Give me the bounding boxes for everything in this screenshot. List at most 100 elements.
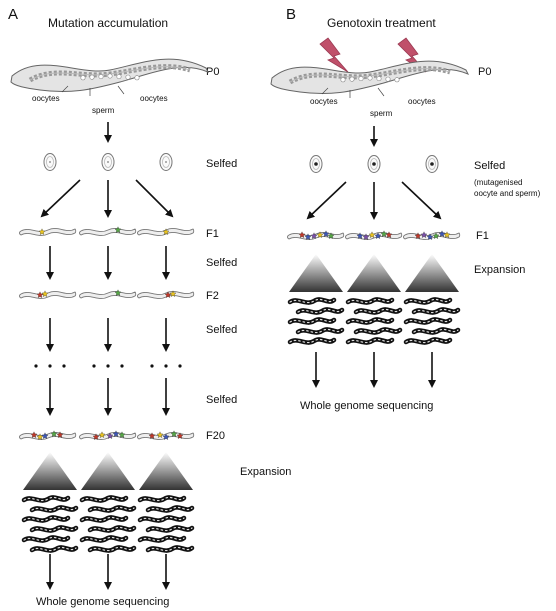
panel-a-ellipsis-dot (120, 364, 124, 368)
mutation-star (169, 290, 177, 297)
panel-b-f1-worm-3 (403, 230, 461, 241)
panel-b-letter: B (286, 6, 297, 23)
progeny-worm-spots (147, 546, 193, 552)
panel-a-f2-worm-1 (19, 290, 77, 300)
progeny-worm-spots (139, 516, 185, 522)
mutation-star (420, 231, 428, 238)
panel-a-egg-1-inner (46, 156, 54, 168)
p0-oocyte (98, 74, 104, 80)
panel-b-selfed-note-1: (mutagenised (474, 178, 523, 187)
mutation-star (170, 430, 178, 437)
mutation-star (30, 431, 38, 438)
panel-b-egg-1-inner (312, 158, 320, 170)
worm-body (79, 227, 137, 237)
worm-body (79, 431, 137, 441)
mutation-star (414, 232, 422, 239)
mutation-star (41, 290, 49, 297)
mutation-star (438, 230, 446, 237)
worm-body (19, 290, 77, 300)
panel-a-expansion-triangle-3 (139, 452, 193, 490)
panel-b-expansion-triangle-3 (405, 254, 459, 292)
mutation-star (118, 431, 126, 438)
mutation-star (432, 232, 440, 239)
panel-a-f2-worm-3 (137, 290, 195, 300)
p0-oocyte (89, 74, 95, 80)
panel-a-p0-label: P0 (206, 66, 220, 78)
progeny-worm-spots (289, 338, 335, 344)
panel-a-arrow-egg-f1-right (135, 179, 174, 218)
mutation-star (36, 291, 44, 298)
p0-oocyte (385, 76, 391, 82)
mutation-star (356, 232, 364, 239)
p0-oocyte (394, 77, 400, 83)
progeny-worm-spots (405, 338, 451, 344)
progeny-worm-spots (347, 298, 393, 304)
mutation-star (92, 433, 100, 440)
panel-b-lightning-left (319, 37, 349, 73)
panel-a-title: Mutation accumulation (48, 16, 169, 30)
panel-a-f1-worm-1 (19, 227, 77, 237)
worm-body (79, 290, 137, 300)
mutation-star (41, 432, 49, 439)
panel-a-f20-worm-3 (137, 430, 195, 441)
mutation-star (368, 231, 376, 238)
panel-a-f20-worm-2 (79, 430, 137, 441)
mutation-star (362, 233, 370, 240)
panel-a-letter: A (8, 6, 19, 23)
p0-oocyte (367, 75, 373, 81)
panel-b-oocytes-right-label: oocytes (408, 97, 436, 106)
mutation-star (156, 431, 164, 438)
progeny-worm-spots (31, 546, 77, 552)
mutation-star (298, 231, 306, 238)
progeny-worm-spots (297, 328, 343, 334)
panel-b-selfed-label: Selfed (474, 160, 506, 172)
progeny-worm-spots (355, 308, 401, 314)
panel-b-sperm-label: sperm (370, 109, 393, 118)
panel-a-egg-3-inner (162, 156, 170, 168)
progeny-worm-spots (23, 496, 69, 502)
panel-a-selfed-4: Selfed (206, 394, 238, 406)
panel-a-f2-label: F2 (206, 290, 219, 302)
p0-oocyte (116, 74, 122, 80)
progeny-worm-spots (81, 516, 127, 522)
mutation-star (148, 432, 156, 439)
progeny-worm-spots (289, 298, 335, 304)
mutation-star (112, 430, 120, 437)
progeny-worm-spots (139, 536, 185, 542)
p0-pointer-lines (61, 85, 125, 96)
panel-b-title: Genotoxin treatment (327, 16, 436, 30)
panel-a-ellipsis-dot (178, 364, 182, 368)
mutation-star (114, 289, 122, 296)
panel-b-arrow-egg-f1-left (306, 181, 347, 220)
mutation-star (162, 433, 170, 440)
panel-a-expansion-label: Expansion (240, 466, 292, 478)
worm-body (19, 431, 77, 441)
progeny-worm-spots (81, 536, 127, 542)
panel-a-ellipsis-dot (48, 364, 52, 368)
mutation-star (304, 233, 312, 240)
panel-a-f20-worm-1 (19, 430, 77, 441)
panel-b-progeny-3 (403, 297, 461, 345)
progeny-worm-spots (31, 526, 77, 532)
mutation-star (316, 231, 324, 238)
mutation-star (38, 228, 46, 235)
progeny-worm-spots (355, 328, 401, 334)
worm-body (19, 227, 77, 237)
panel-a-expansion-triangle-2 (81, 452, 135, 490)
panel-a-p0-worm (10, 58, 210, 96)
mutation-star (164, 291, 172, 298)
panel-a-progeny-3 (137, 495, 195, 553)
progeny-worm-spots (23, 516, 69, 522)
progeny-worm-spots (405, 298, 451, 304)
mutation-star (374, 232, 382, 239)
panel-b-p0-worm (270, 60, 470, 98)
progeny-worm-spots (147, 506, 193, 512)
panel-b-expansion-triangle-2 (347, 254, 401, 292)
panel-a-ellipsis-dot (62, 364, 66, 368)
p0-oocyte (376, 76, 382, 82)
panel-a-sperm-label: sperm (92, 106, 115, 115)
panel-a-oocytes-left-label: oocytes (32, 94, 60, 103)
panel-a-ellipsis-dot (92, 364, 96, 368)
mutation-star (322, 230, 330, 237)
